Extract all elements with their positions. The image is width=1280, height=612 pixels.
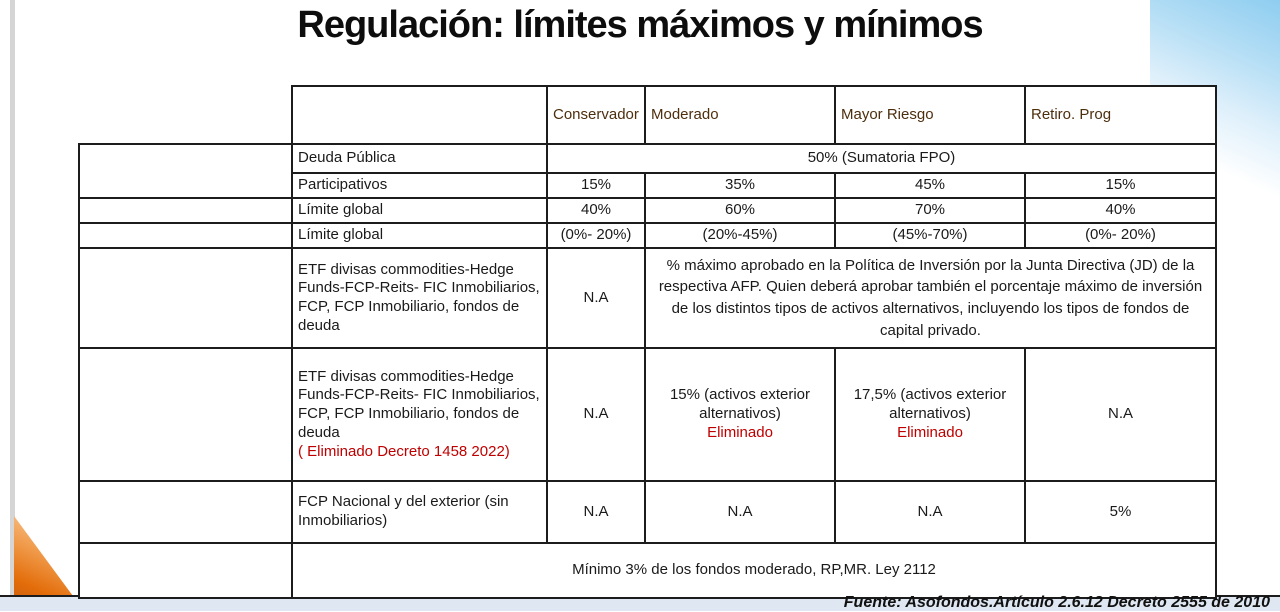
desc-fcp: FCP Nacional y del exterior (sin Inmobil…: [291, 480, 548, 544]
value-exterior-moderado: 60%: [644, 197, 836, 224]
row-alternativos: Alternativos ETF divisas commodities-Hed…: [78, 247, 1217, 349]
row-group-fondos-capital-privado: Fondos de capital privado: [78, 480, 293, 544]
desc-inversion-indirecta: ETF divisas commodities-Hedge Funds-FCP-…: [291, 347, 548, 482]
value-fcp-retiro: 5%: [1024, 480, 1217, 544]
value-indirecta-conservador: N.A: [546, 347, 646, 482]
value-alternativos-merged: % máximo aprobado en la Política de Inve…: [644, 247, 1217, 349]
row-group-titulos-nacionales: Títulos nacionales: [78, 143, 293, 199]
row-deuda-publica: Títulos nacionales Deuda Pública 50% (Su…: [78, 143, 1217, 199]
value-proyectos-merged: Mínimo 3% de los fondos moderado, RP,MR.…: [291, 542, 1217, 599]
row-participativos: Participativos 15% 35% 45% 15%: [79, 172, 1217, 199]
source-citation: Fuente: Asofondos.Artículo 2.6.12 Decret…: [843, 594, 1270, 611]
col-header-mayor-riesgo: Mayor Riesgo: [834, 85, 1026, 145]
value-indirecta-moderado: 15% (activos exterior alternativos) Elim…: [644, 347, 836, 482]
row-inversion-indirecta: Limite Inversión indirecta de activos de…: [78, 347, 1217, 482]
value-participativos-retiro: 15%: [1024, 172, 1217, 199]
desc-deuda-publica: Deuda Pública: [291, 143, 548, 174]
corner-spacer: [79, 86, 292, 144]
desc-inversion-indirecta-text: ETF divisas commodities-Hedge Funds-FCP-…: [298, 367, 540, 441]
value-deuda-publica-merged: 50% (Sumatoria FPO): [546, 143, 1217, 174]
value-indirecta-moderado-eliminado: Eliminado: [707, 423, 773, 441]
desc-exterior-limite-global: Límite global: [291, 197, 548, 224]
desc-participativos: Participativos: [291, 172, 548, 199]
value-exterior-conservador: 40%: [546, 197, 646, 224]
slide-title: Regulación: límites máximos y mínimos: [297, 4, 983, 46]
row-group-renta-variable: Renta variable: [78, 222, 293, 249]
value-indirecta-mayor: 17,5% (activos exterior alternativos) El…: [834, 347, 1026, 482]
value-renta-mayor: (45%-70%): [834, 222, 1026, 249]
value-fcp-conservador: N.A: [546, 480, 646, 544]
desc-inversion-indirecta-eliminado: ( Eliminado Decreto 1458 2022): [298, 442, 510, 460]
col-header-moderado: Moderado: [644, 85, 836, 145]
row-fcp-proyectos: FCP / proyectos productivos en Colombia …: [78, 542, 1217, 599]
value-indirecta-retiro: N.A: [1024, 347, 1217, 482]
desc-alternativos: ETF divisas commodities-Hedge Funds-FCP-…: [291, 247, 548, 349]
col-header-conservador: Conservador: [546, 85, 646, 145]
value-participativos-mayor: 45%: [834, 172, 1026, 199]
value-participativos-conservador: 15%: [546, 172, 646, 199]
row-group-fcp-proyectos: FCP / proyectos productivos en Colombia: [78, 542, 293, 599]
header-row: Descripción Conservador Moderado Mayor R…: [79, 85, 1217, 145]
left-edge-stripe: [10, 0, 15, 611]
row-group-titulos-exterior: Títulos del exterior: [78, 197, 293, 224]
value-renta-moderado: (20%-45%): [644, 222, 836, 249]
regulation-limits-table: Descripción Conservador Moderado Mayor R…: [78, 85, 1217, 599]
row-titulos-exterior: Títulos del exterior Límite global 40% 6…: [78, 197, 1217, 224]
row-renta-variable: Renta variable Límite global (0%- 20%) (…: [78, 222, 1217, 249]
row-group-inversion-indirecta: Limite Inversión indirecta de activos de…: [78, 347, 293, 482]
row-group-alternativos: Alternativos: [78, 247, 293, 349]
row-fondos-capital-privado: Fondos de capital privado FCP Nacional y…: [78, 480, 1217, 544]
value-exterior-mayor: 70%: [834, 197, 1026, 224]
value-renta-retiro: (0%- 20%): [1024, 222, 1217, 249]
value-fcp-moderado: N.A: [644, 480, 836, 544]
value-exterior-retiro: 40%: [1024, 197, 1217, 224]
value-indirecta-moderado-text: 15% (activos exterior alternativos): [669, 386, 811, 423]
col-header-descripcion: Descripción: [291, 85, 548, 145]
col-header-retiro-prog: Retiro. Prog: [1024, 85, 1217, 145]
value-participativos-moderado: 35%: [644, 172, 836, 199]
value-indirecta-mayor-eliminado: Eliminado: [897, 423, 963, 441]
value-fcp-mayor: N.A: [834, 480, 1026, 544]
value-alternativos-conservador: N.A: [546, 247, 646, 349]
desc-renta-limite-global: Límite global: [291, 222, 548, 249]
value-renta-conservador: (0%- 20%): [546, 222, 646, 249]
value-indirecta-mayor-text: 17,5% (activos exterior alternativos): [853, 386, 1007, 423]
